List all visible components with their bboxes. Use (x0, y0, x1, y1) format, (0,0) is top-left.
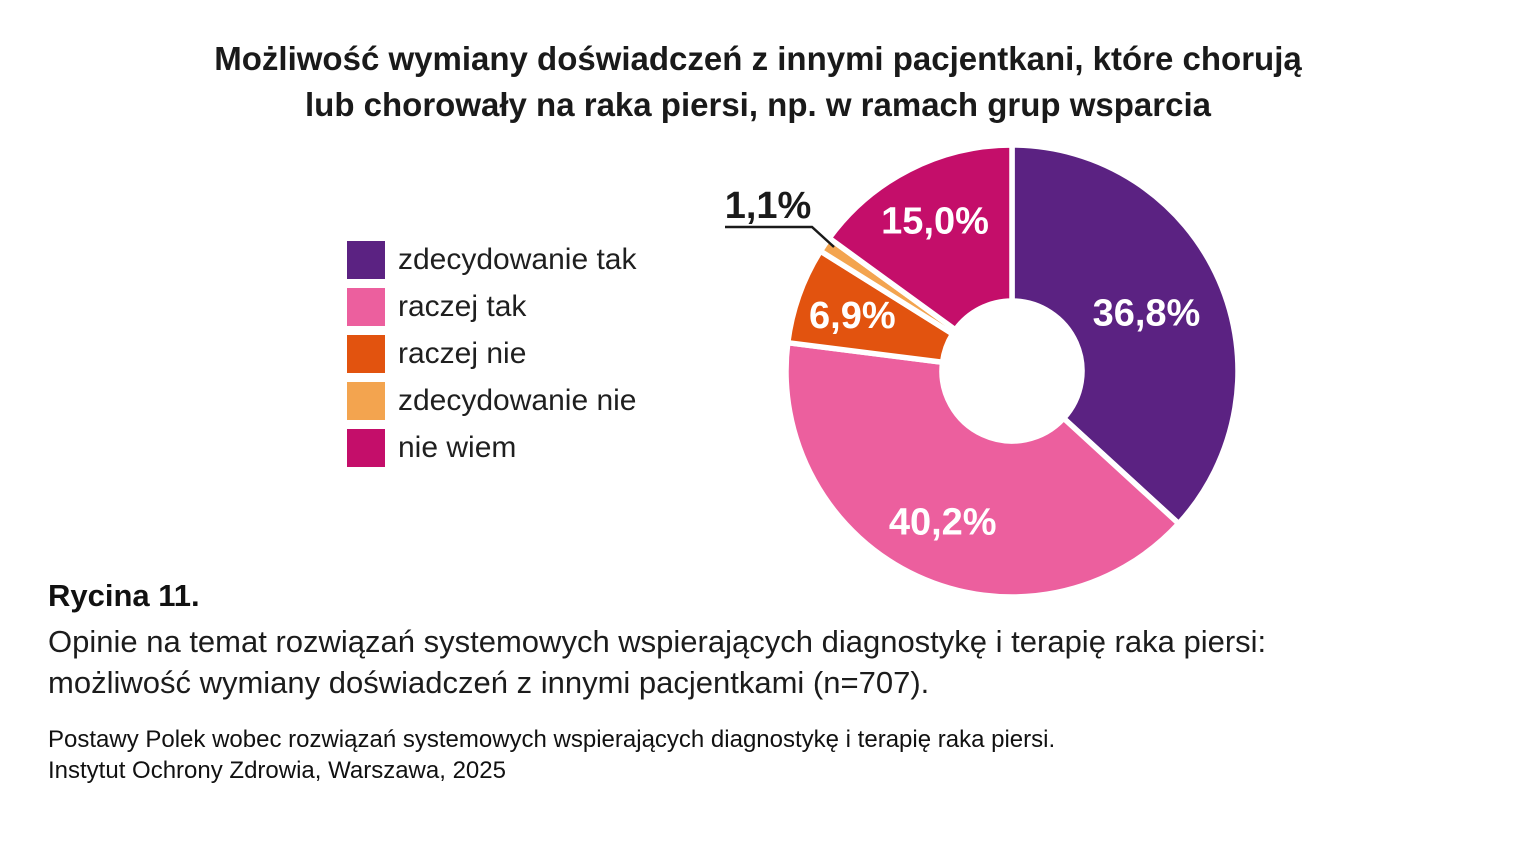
figure-caption: Rycina 11. Opinie na temat rozwiązań sys… (48, 578, 1488, 703)
figure-caption-line-1: Opinie na temat rozwiązań systemowych ws… (48, 624, 1267, 659)
legend-swatch (347, 382, 385, 420)
legend-item: zdecydowanie nie (347, 382, 637, 420)
legend-label: raczej nie (398, 337, 527, 370)
source-note-line-1: Postawy Polek wobec rozwiązań systemowyc… (48, 726, 1056, 753)
legend-item: raczej tak (347, 288, 637, 326)
legend-swatch (347, 335, 385, 373)
legend-swatch (347, 241, 385, 279)
legend-label: raczej tak (398, 290, 527, 323)
pie-slice-zdecydowanie-tak (1009, 142, 1241, 527)
slice-value-label: 15,0% (881, 201, 989, 243)
slice-value-label: 36,8% (1093, 292, 1201, 334)
legend-swatch (347, 288, 385, 326)
figure-caption-heading: Rycina 11. (48, 578, 200, 613)
source-note-line-2: Instytut Ochrony Zdrowia, Warszawa, 2025 (48, 757, 506, 784)
legend-label: zdecydowanie tak (398, 243, 637, 276)
chart-title-line-1: Możliwość wymiany doświadczeń z innymi p… (214, 40, 1302, 77)
callout-value-label: 1,1% (725, 185, 812, 227)
slice-value-label: 40,2% (889, 501, 997, 543)
chart-title: Możliwość wymiany doświadczeń z innymi p… (0, 36, 1516, 128)
legend-item: zdecydowanie tak (347, 241, 637, 279)
callout-leader-line (725, 225, 835, 248)
source-note: Postawy Polek wobec rozwiązań systemowyc… (48, 724, 1055, 786)
legend-swatch (347, 429, 385, 467)
pie-slice-raczej-tak (783, 339, 1182, 600)
chart-legend: zdecydowanie tak raczej tak raczej nie zdec… (347, 241, 637, 476)
figure-caption-line-2: możliwość wymiany doświadczeń z innymi p… (48, 665, 930, 700)
pie-slice-nie-wiem (826, 142, 1015, 333)
legend-item: nie wiem (347, 429, 637, 467)
legend-item: raczej nie (347, 335, 637, 373)
chart-title-line-2: lub chorowały na raka piersi, np. w rama… (305, 86, 1211, 123)
legend-label: zdecydowanie nie (398, 384, 637, 417)
slice-value-label: 6,9% (809, 295, 896, 337)
legend-label: nie wiem (398, 431, 517, 464)
donut-chart: 36,8% 40,2% 6,9% 15,0% 1,1% (725, 142, 1241, 600)
